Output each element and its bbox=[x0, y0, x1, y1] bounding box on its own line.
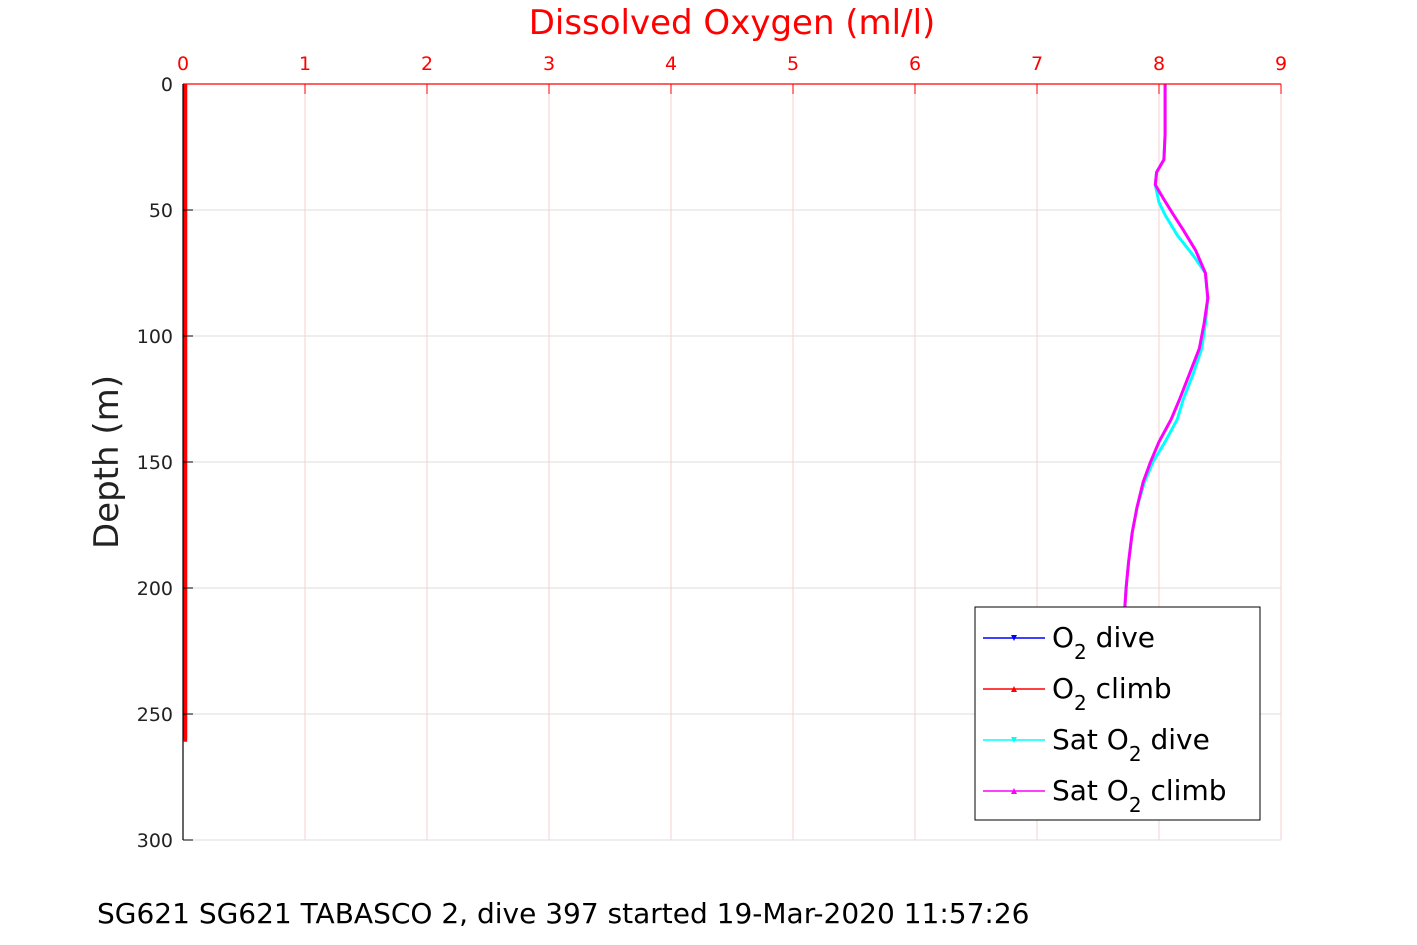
legend-label: Sat O2 climb bbox=[1052, 774, 1227, 817]
x-tick-label: 5 bbox=[787, 53, 799, 75]
legend-marker-sat-climb bbox=[1011, 788, 1017, 794]
x-tick-label: 1 bbox=[299, 53, 311, 75]
y-tick-label: 300 bbox=[137, 830, 173, 852]
y-tick-label: 150 bbox=[137, 452, 173, 474]
y-tick-label: 250 bbox=[137, 704, 173, 726]
x-tick-label: 6 bbox=[909, 53, 921, 75]
y-tick-label: 200 bbox=[137, 578, 173, 600]
y-tick-label: 100 bbox=[137, 326, 173, 348]
x-tick-label: 7 bbox=[1031, 53, 1043, 75]
legend-marker-sat-dive bbox=[1011, 737, 1017, 743]
x-tick-label: 2 bbox=[421, 53, 433, 75]
caption: SG621 SG621 TABASCO 2, dive 397 started … bbox=[97, 897, 1030, 930]
series-group bbox=[183, 84, 1210, 742]
x-tick-label: 3 bbox=[543, 53, 555, 75]
x-tick-label: 9 bbox=[1275, 53, 1287, 75]
legend-marker-o2-dive bbox=[1011, 635, 1017, 641]
legend-marker-o2-climb bbox=[1011, 686, 1017, 692]
legend: O2 dive O2 climb Sat O2 dive Sat O2 climb bbox=[974, 606, 1261, 821]
x-tick-label: 8 bbox=[1153, 53, 1165, 75]
x-tick-label: 0 bbox=[177, 53, 189, 75]
y-tick-label: 0 bbox=[161, 74, 173, 96]
legend-label: Sat O2 dive bbox=[1052, 723, 1210, 766]
series-line-sat-climb bbox=[1123, 84, 1210, 609]
y-tick-label: 50 bbox=[149, 200, 173, 222]
series-line-sat-dive bbox=[1123, 84, 1210, 609]
legend-label: O2 climb bbox=[1052, 672, 1172, 715]
y-axis-title: Depth (m) bbox=[87, 375, 127, 549]
axes: 0 1 2 3 4 5 6 7 8 9 0 50 100 150 200 250 300 bbox=[137, 53, 1287, 852]
legend-label: O2 dive bbox=[1052, 621, 1155, 664]
legend-box bbox=[974, 606, 1261, 821]
x-tick-label: 4 bbox=[665, 53, 677, 75]
x-axis-title: Dissolved Oxygen (ml/l) bbox=[529, 3, 936, 43]
